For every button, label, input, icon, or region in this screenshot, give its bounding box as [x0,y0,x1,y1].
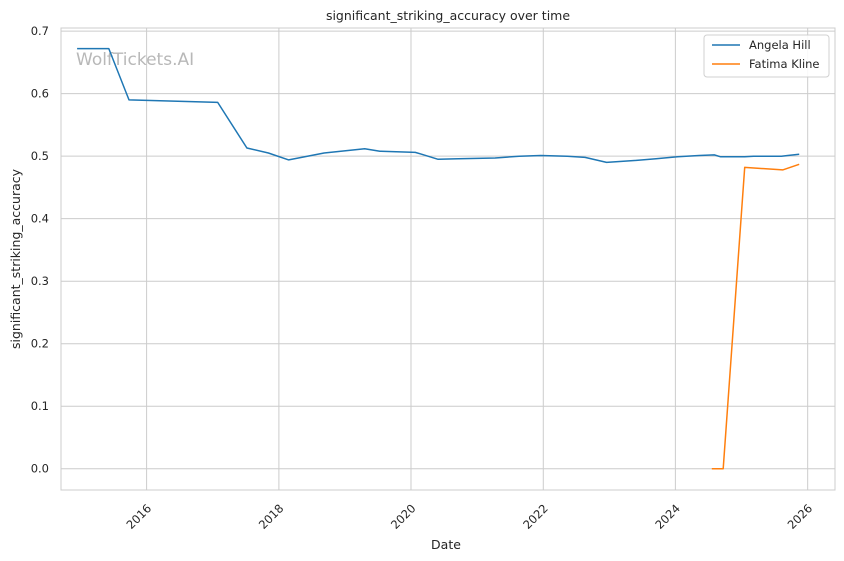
y-tick-label: 0.0 [31,462,49,476]
series-line-angela-hill [77,47,800,164]
grid-lines [61,28,835,490]
y-axis-ticks: 0.0 0.1 0.2 0.3 0.4 0.5 0.6 0.7 [31,24,49,476]
y-tick-label: 0.4 [31,212,49,226]
y-tick-label: 0.2 [31,337,49,351]
y-tick-label: 0.5 [31,149,49,163]
chart-title: significant_striking_accuracy over time [326,8,570,23]
plot-area [60,27,836,491]
y-tick-label: 0.1 [31,399,49,413]
x-axis-title: Date [431,537,461,552]
y-tick-label: 0.7 [31,24,49,38]
y-axis-title: significant_striking_accuracy [8,168,23,349]
y-tick-label: 0.6 [31,87,49,101]
watermark: WolfTickets.AI [76,50,194,70]
series-layer [77,47,800,470]
legend-label-angela-hill: Angela Hill [749,38,811,52]
legend-label-fatima-kline: Fatima Kline [749,57,820,71]
legend: Angela Hill Fatima Kline [703,34,830,78]
series-line-fatima-kline [711,163,800,470]
y-tick-label: 0.3 [31,274,49,288]
